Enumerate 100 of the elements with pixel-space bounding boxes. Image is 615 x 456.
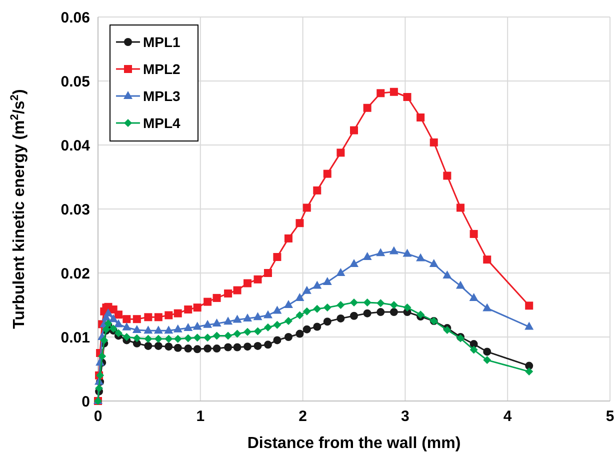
point	[233, 343, 242, 352]
point	[313, 304, 322, 313]
y-tick-label: 0.02	[60, 265, 90, 282]
point	[192, 322, 202, 330]
point	[323, 170, 332, 178]
point	[108, 314, 118, 322]
point	[122, 315, 131, 324]
point	[264, 269, 272, 277]
point	[263, 310, 272, 318]
point	[104, 308, 113, 316]
point	[244, 328, 252, 336]
point	[154, 326, 163, 334]
point	[363, 298, 372, 306]
point	[193, 304, 202, 312]
x-tick-label: 5	[606, 408, 614, 425]
y-tick-label: 0.06	[60, 9, 90, 26]
point	[312, 280, 322, 289]
point	[174, 334, 182, 343]
point	[254, 342, 262, 350]
point	[390, 301, 398, 309]
point	[264, 340, 272, 349]
point	[363, 309, 372, 318]
y-tick-label: 0.01	[60, 329, 90, 346]
point	[483, 348, 492, 356]
point	[416, 113, 425, 122]
point	[224, 289, 232, 298]
point	[469, 292, 478, 301]
point	[95, 384, 104, 392]
point	[184, 305, 192, 314]
point	[224, 343, 232, 352]
point	[302, 307, 311, 316]
point	[296, 330, 304, 338]
point	[114, 329, 122, 338]
point	[336, 148, 345, 157]
legend-label: MPL4	[143, 114, 181, 131]
point	[154, 334, 162, 343]
point	[323, 318, 332, 326]
point	[390, 308, 398, 316]
point	[284, 333, 292, 341]
point	[296, 311, 304, 320]
point	[483, 356, 492, 364]
point	[524, 322, 534, 330]
point	[284, 234, 292, 242]
point	[470, 230, 478, 238]
point	[295, 292, 304, 301]
legend-label: MPL3	[143, 88, 181, 104]
point	[184, 334, 192, 342]
point	[212, 318, 222, 327]
point	[98, 352, 106, 360]
point	[203, 320, 212, 328]
point	[132, 315, 141, 324]
point	[363, 104, 372, 112]
point	[483, 256, 492, 264]
point	[144, 334, 152, 343]
point	[164, 311, 173, 320]
point	[253, 312, 262, 320]
point	[376, 89, 385, 98]
point	[525, 368, 534, 376]
point	[296, 219, 304, 228]
point	[212, 294, 221, 302]
point	[224, 332, 232, 340]
legend-label: MPL1	[143, 34, 181, 50]
point	[482, 303, 492, 312]
point	[456, 204, 464, 212]
point	[313, 186, 322, 194]
y-tick-label: 0.05	[60, 73, 90, 90]
point	[272, 306, 282, 314]
point	[174, 344, 182, 352]
point	[443, 172, 452, 180]
point	[144, 313, 152, 322]
point	[302, 325, 311, 334]
point	[389, 246, 398, 254]
point	[302, 286, 312, 294]
point	[232, 314, 242, 323]
point	[122, 322, 132, 330]
point	[403, 304, 412, 312]
point	[336, 268, 346, 276]
point	[233, 330, 242, 338]
point	[193, 334, 202, 342]
point	[204, 344, 212, 353]
point	[456, 280, 465, 289]
point	[429, 259, 438, 268]
x-axis-title: Distance from the wall (mm)	[247, 435, 461, 452]
point	[212, 344, 221, 353]
point	[376, 248, 386, 256]
point	[132, 324, 142, 333]
point	[350, 126, 358, 134]
point	[154, 342, 162, 350]
point	[193, 345, 202, 354]
point	[336, 314, 345, 322]
point	[323, 304, 332, 312]
point	[114, 310, 122, 319]
point	[204, 298, 212, 306]
point	[100, 336, 108, 344]
y-tick-label: 0.03	[60, 201, 90, 218]
point	[430, 138, 438, 146]
point	[164, 326, 174, 334]
point	[350, 298, 358, 306]
point	[212, 332, 221, 340]
point	[254, 327, 262, 336]
